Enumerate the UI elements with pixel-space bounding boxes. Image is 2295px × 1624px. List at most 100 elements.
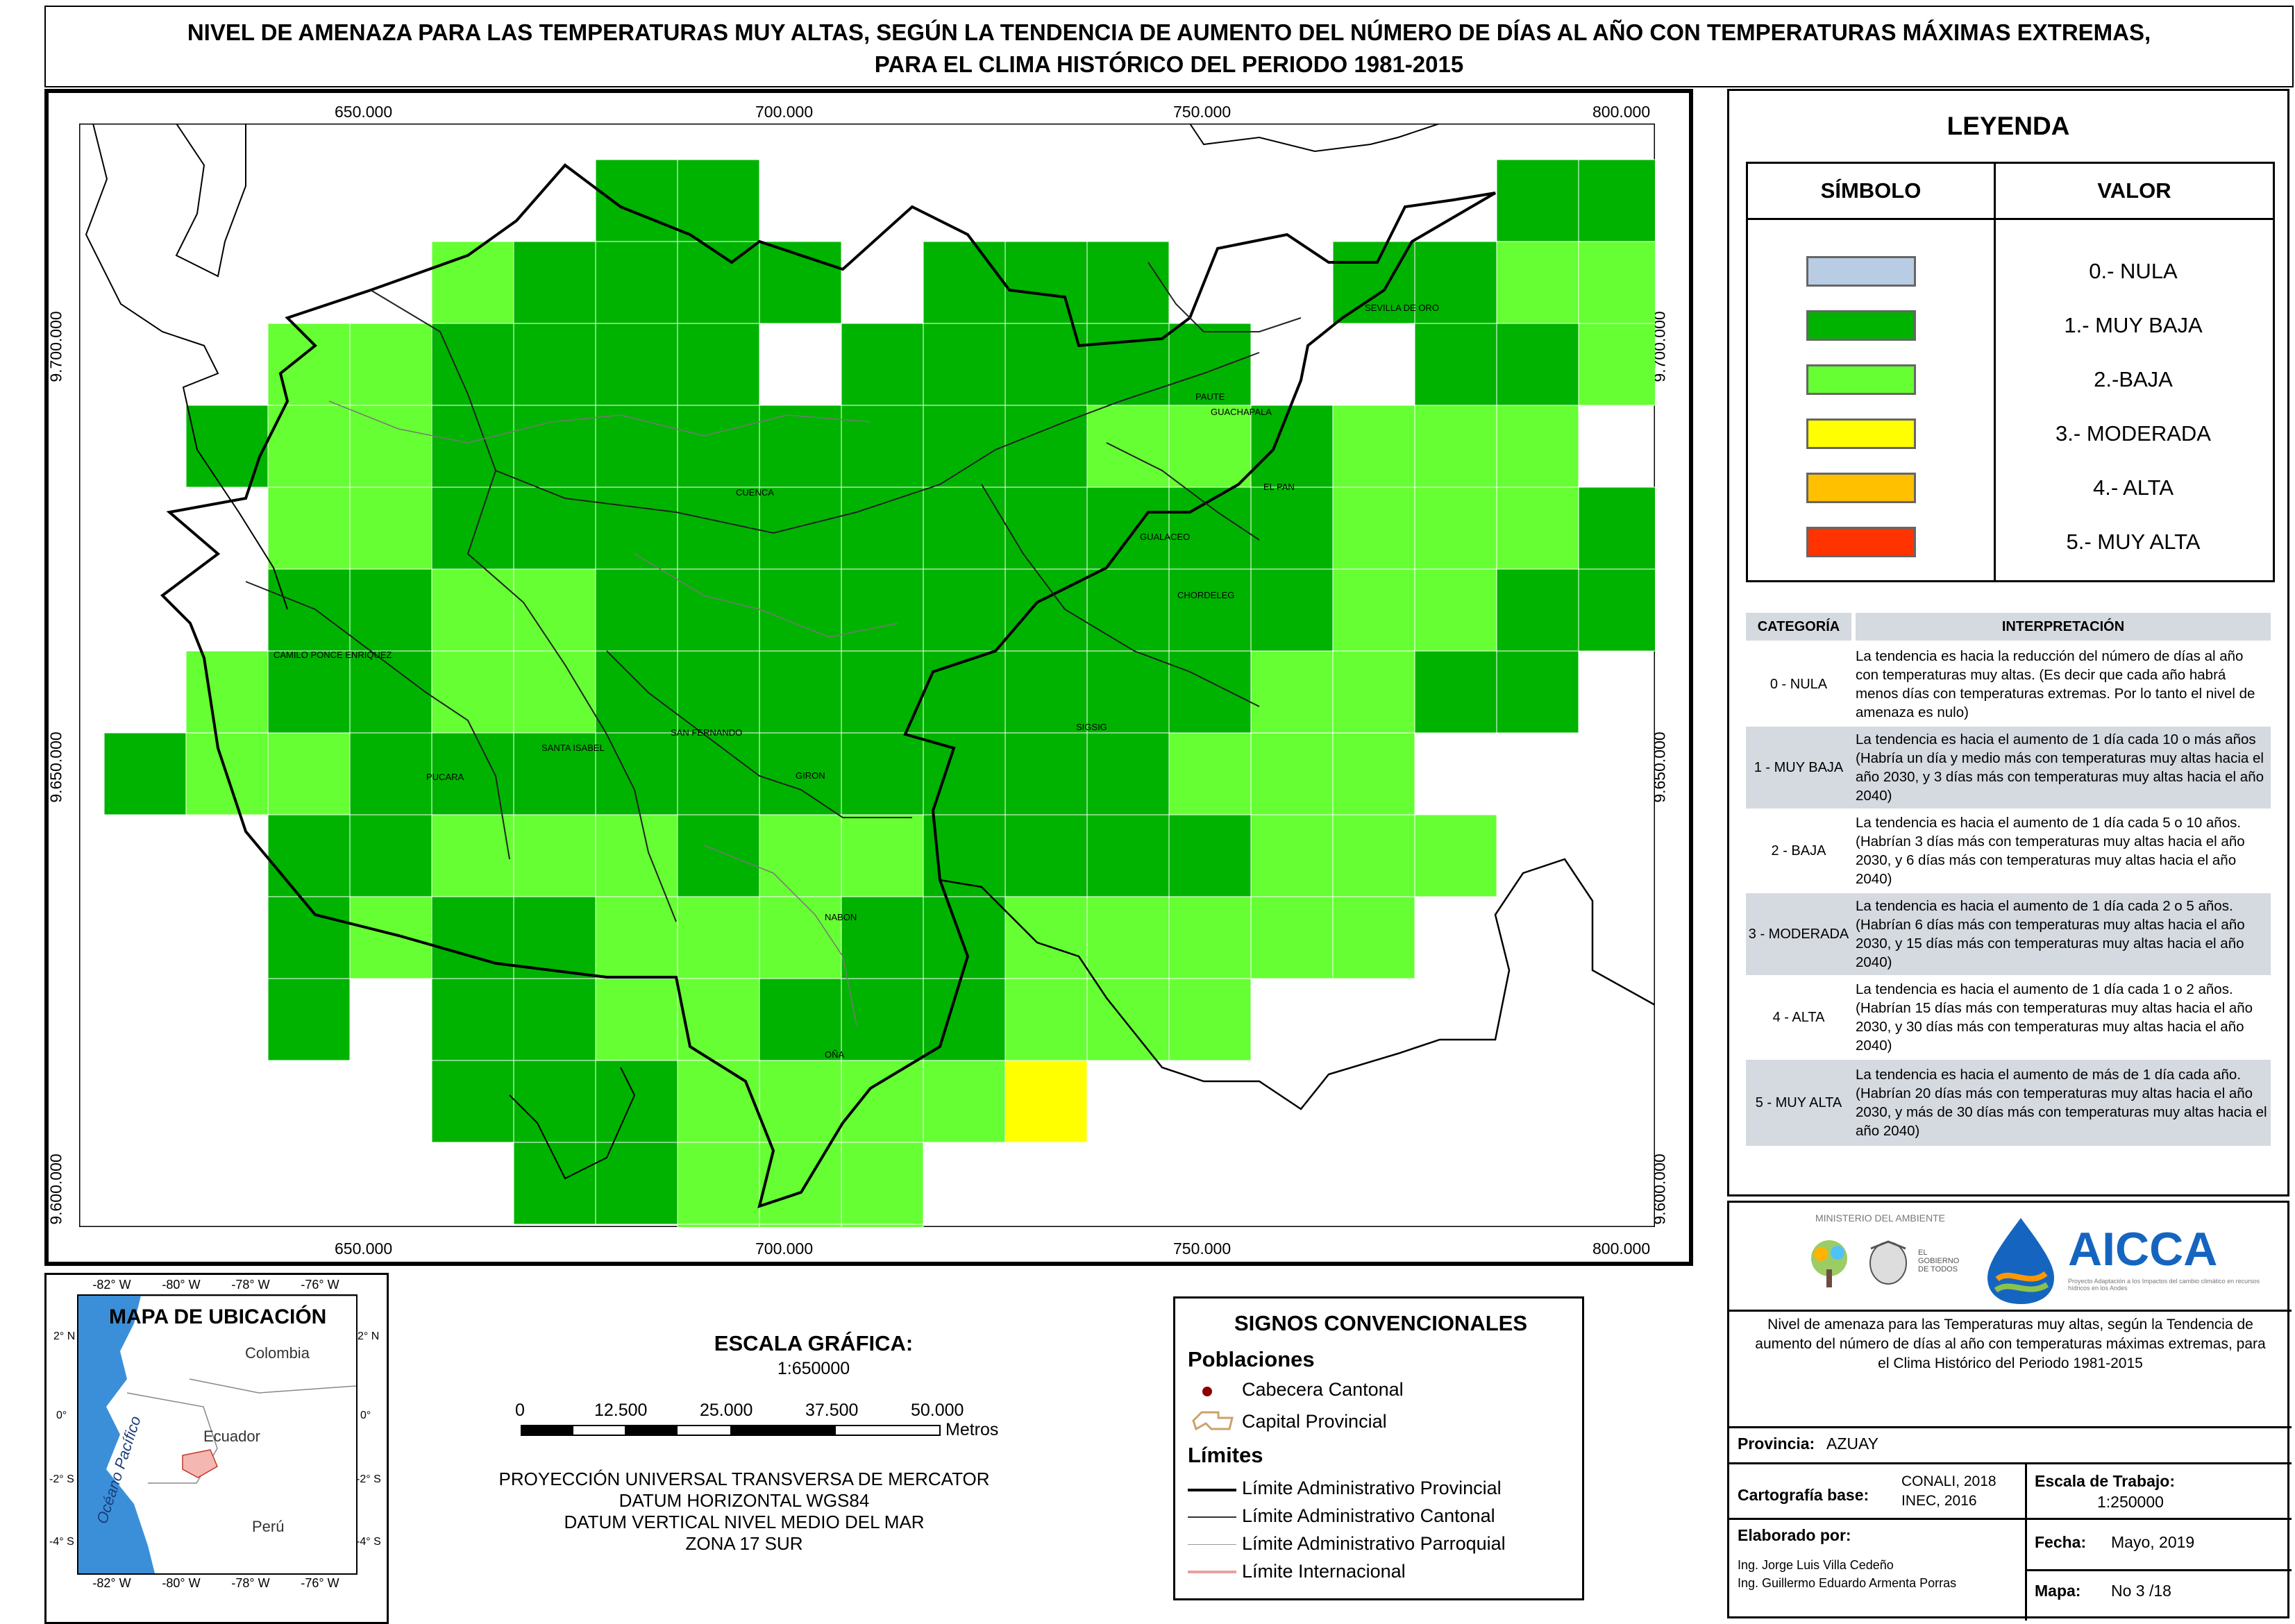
- grid-cell: [431, 650, 514, 734]
- scale-title: ESCALA GRÁFICA:: [714, 1331, 914, 1355]
- interp-row-1: 1 - MUY BAJA La tendencia es hacia el au…: [1746, 727, 2271, 809]
- grid-cell: [841, 1142, 924, 1225]
- grid-cell: [841, 323, 924, 406]
- interp-text-2: La tendencia es hacia el aumento de 1 dí…: [1856, 815, 2245, 887]
- loc-lat-2s-r: -2° S: [356, 1473, 381, 1485]
- grid-cell: [841, 896, 924, 979]
- grid-cell: [267, 814, 351, 897]
- interp-col-interp: INTERPRETACIÓN: [1856, 613, 2271, 641]
- canton-label-sevilla: SEVILLA DE ORO: [1365, 303, 1439, 313]
- scale-ratio: 1:650000: [777, 1359, 850, 1378]
- grid-cell: [759, 487, 842, 570]
- cartografia-value-2: INEC, 2016: [1901, 1493, 1977, 1509]
- grid-cell: [595, 1142, 678, 1225]
- legend-label-alta: 4.- ALTA: [2092, 475, 2174, 500]
- escala-label: Escala de Trabajo:: [2035, 1472, 2175, 1490]
- grid-cell: [513, 1142, 596, 1225]
- grid-cell: [677, 568, 760, 652]
- loc-lon-76: -76° W: [301, 1278, 339, 1292]
- interp-row-2: 2 - BAJA La tendencia es hacia el aument…: [1746, 810, 2271, 892]
- grid-cell: [1414, 650, 1497, 734]
- grid-cell: [1004, 896, 1088, 979]
- canton-label-san-fernando: SAN FERNANDO: [671, 727, 742, 738]
- canton-label-nabon: NABON: [825, 912, 857, 922]
- cartografia-label: Cartografía base:: [1738, 1486, 1869, 1504]
- scale-tick-37500: 37.500: [805, 1401, 859, 1420]
- grid-cell: [677, 896, 760, 979]
- grid-cell: [1332, 568, 1415, 652]
- grid-cell: [677, 1224, 760, 1227]
- interp-cat-4: 4 - ALTA: [1772, 1009, 1825, 1025]
- grid-cell: [841, 814, 924, 897]
- grid-cell: [513, 650, 596, 734]
- gobierno-logo-text: EL GOBIERNO DE TODOS: [1918, 1249, 1960, 1274]
- grid-cell: [1004, 814, 1088, 897]
- projection-info: PROYECCIÓN UNIVERSAL TRANSVERSA DE MERCA…: [466, 1469, 1022, 1555]
- loc-lon-80: -80° W: [162, 1278, 201, 1292]
- grid-cell: [595, 405, 678, 488]
- interp-row-0: 0 - NULA La tendencia es hacia la reducc…: [1746, 643, 2271, 725]
- grid-cell: [349, 568, 432, 652]
- grid-cell: [923, 487, 1006, 570]
- legend-panel: LEYENDA SÍMBOLO VALOR 0.- NULA 1.- MUY B…: [1727, 89, 2289, 1196]
- capital-provincial-icon: [1192, 1411, 1234, 1431]
- grid-cell: [595, 241, 678, 324]
- grid-cell: [841, 650, 924, 734]
- grid-cell: [1332, 732, 1415, 815]
- grid-cell: [267, 896, 351, 979]
- grid-cell: [677, 978, 760, 1061]
- x-tick-top-800: 800.000: [1592, 103, 1651, 121]
- grid-cell: [1250, 405, 1334, 488]
- legend-swatch-muy-alta: [1806, 527, 1916, 557]
- grid-cell: [1496, 568, 1579, 652]
- grid-cell: [677, 405, 760, 488]
- legend-swatch-nula: [1806, 256, 1916, 287]
- interp-text-3: La tendencia es hacia el aumento de 1 dí…: [1856, 898, 2245, 970]
- interp-text-0: La tendencia es hacia la reducción del n…: [1856, 648, 2255, 720]
- scale-tick-50000: 50.000: [911, 1401, 964, 1420]
- grid-cell: [1004, 487, 1088, 570]
- escala-value: 1:250000: [2097, 1493, 2164, 1511]
- loc-lon-82: -82° W: [92, 1278, 131, 1292]
- interp-text-1: La tendencia es hacia el aumento de 1 dí…: [1856, 731, 2264, 804]
- loc-lon-ticks-bottom: -82° W -80° W -78° W -76° W: [77, 1576, 355, 1591]
- signs-lim-cant: Límite Administrativo Cantonal: [1242, 1505, 1495, 1526]
- canton-label-sigsig: SIGSIG: [1076, 722, 1107, 732]
- grid-cell: [513, 568, 596, 652]
- loc-lon-76-b: -76° W: [301, 1576, 339, 1590]
- autor-2: Ing. Guillermo Eduardo Armenta Porras: [1738, 1576, 1957, 1590]
- loc-lat-2n: 2° N: [53, 1330, 76, 1342]
- legend-swatch-baja: [1806, 364, 1916, 395]
- legend-row-nula: 0.- NULA: [1748, 244, 2273, 298]
- canton-label-chordeleg: CHORDELEG: [1177, 590, 1234, 600]
- interp-cat-3: 3 - MODERADA: [1748, 926, 1849, 942]
- map-title-line2: PARA EL CLIMA HISTÓRICO DEL PERIODO 1981…: [874, 51, 1464, 77]
- autor-1: Ing. Jorge Luis Villa Cedeño: [1738, 1558, 1894, 1572]
- grid-cell: [1086, 650, 1170, 734]
- ministerio-logo-text: MINISTERIO DEL AMBIENTE: [1815, 1212, 1945, 1224]
- grid-cell: [595, 650, 678, 734]
- interp-row-5: 5 - MUY ALTA La tendencia es hacia el au…: [1746, 1060, 2271, 1146]
- grid-cell: [841, 405, 924, 488]
- canton-label-camilo: CAMILO PONCE ENRIQUEZ: [274, 650, 392, 660]
- y-tick-left-9600: 9.600.000: [47, 1153, 65, 1225]
- signs-limites: Límites: [1188, 1443, 1263, 1467]
- grid-cell: [1250, 650, 1334, 734]
- country-colombia: Colombia: [245, 1344, 310, 1362]
- signs-lim-prov: Límite Administrativo Provincial: [1242, 1478, 1502, 1498]
- grid-cell: [1004, 1060, 1088, 1143]
- grid-cell: [1168, 814, 1252, 897]
- line-provincial-icon: [1188, 1489, 1236, 1491]
- grid-cell: [759, 814, 842, 897]
- location-map-canvas: Colombia Ecuador Perú Océano Pacífico: [77, 1294, 358, 1575]
- grid-cell: [759, 1060, 842, 1143]
- grid-cell: [1250, 568, 1334, 652]
- x-tick-top-750: 750.000: [1173, 103, 1231, 121]
- grid-cell: [431, 323, 514, 406]
- grid-cell: [1086, 978, 1170, 1061]
- loc-lat-0-r: 0°: [360, 1410, 371, 1421]
- location-map-svg: Colombia Ecuador Perú Océano Pacífico: [78, 1295, 357, 1573]
- grid-cell: [1332, 241, 1415, 324]
- grid-cell: [1414, 405, 1497, 488]
- grid-cell: [677, 1060, 760, 1143]
